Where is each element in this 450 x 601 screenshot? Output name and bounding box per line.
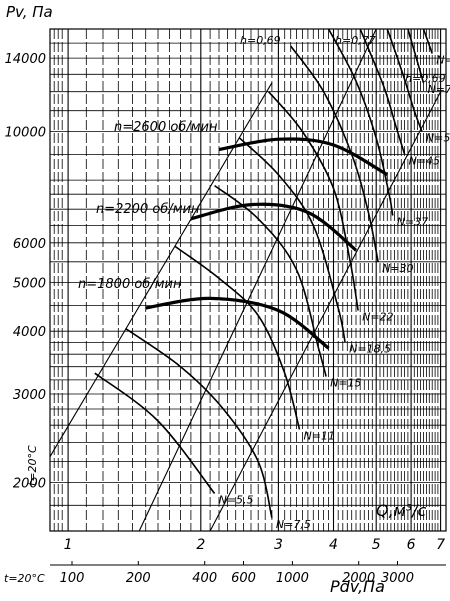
power-label: N=18,5: [349, 342, 391, 355]
y-tick-label: 5000: [13, 277, 46, 292]
power-label: N=75: [428, 83, 450, 96]
power-label: N=11: [304, 429, 335, 442]
x-tick-label: 6: [407, 537, 416, 553]
x-tick-label: 2: [196, 537, 205, 553]
x-tick-label: 1: [64, 537, 73, 553]
y-axis-title: Pv, Па: [6, 3, 53, 21]
efficiency-label: h=0,69: [240, 34, 281, 47]
pd-tick-label: 100: [60, 571, 85, 586]
y-tick-label: 4000: [13, 325, 46, 340]
y-tick-label: 10000: [5, 126, 46, 141]
x-tick-label: 7: [436, 537, 445, 553]
efficiency-label: h=0,77: [335, 34, 376, 47]
x-tick-label: 3: [274, 537, 283, 553]
power-label: N=90: [436, 54, 450, 67]
power-label: N=5,5: [219, 494, 254, 507]
pd-tick-label: 400: [192, 571, 217, 586]
power-label: N=30: [382, 262, 413, 275]
power-label: N=55: [426, 132, 450, 145]
x-tick-label: 4: [329, 537, 338, 553]
pd-axis-title: Pdv,Па: [330, 577, 385, 596]
pd-tick-label: 3000: [381, 571, 414, 586]
pd-tick-label: 1000: [276, 571, 309, 586]
power-label: N=37: [397, 216, 428, 229]
speed-label: n=2600 об/мин: [114, 120, 218, 135]
pd-tick-label: 200: [126, 571, 151, 586]
y-tick-label: 6000: [13, 237, 46, 252]
temperature-note-bottom: t=20°C: [4, 572, 45, 585]
speed-label: n=1800 об/мин: [78, 277, 182, 292]
power-label: N=7,5: [276, 518, 311, 531]
power-label: N=15: [330, 377, 361, 390]
y-tick-label: 14000: [5, 52, 46, 67]
x-axis-title: Q,м³/с: [376, 501, 427, 520]
y-tick-label: 3000: [13, 388, 46, 403]
x-tick-label: 5: [372, 537, 381, 553]
power-label: N=22: [362, 311, 393, 324]
pd-tick-label: 600: [231, 571, 256, 586]
speed-label: n=2200 об/мин: [96, 202, 200, 217]
power-label: N=45: [409, 154, 440, 167]
temperature-note-vertical: t=20°C: [26, 445, 39, 486]
